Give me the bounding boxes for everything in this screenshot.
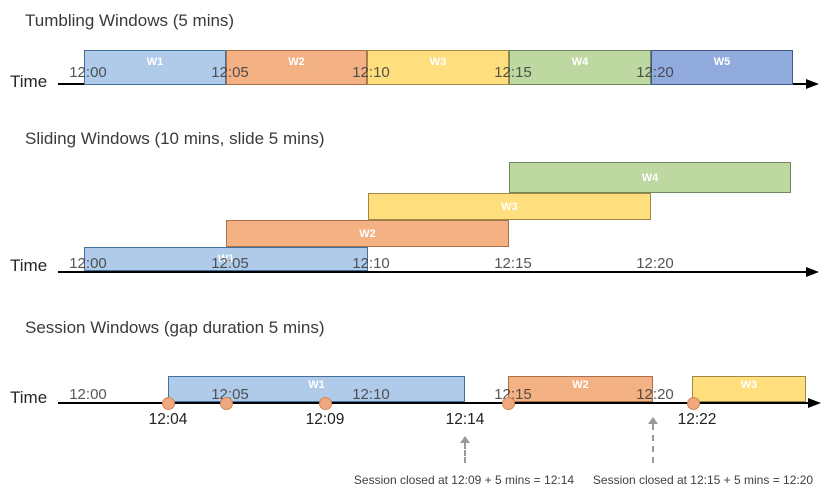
event-dot — [318, 396, 332, 410]
time-axis-line — [58, 271, 806, 273]
section-title: Tumbling Windows (5 mins) — [25, 11, 235, 30]
axis-tick-label: 12:10 — [352, 255, 390, 272]
window-bar-w3 — [368, 193, 651, 220]
window-bar-w5 — [651, 50, 793, 85]
time-axis-arrowhead-icon — [806, 79, 819, 89]
window-label-w4: W4 — [641, 171, 659, 184]
window-label-w2: W2 — [359, 227, 376, 240]
axis-tick-label: 12:20 — [636, 255, 674, 272]
session-closed-annotation: Session closed at 12:15 + 5 mins = 12:20 — [592, 473, 814, 487]
dashed-arrow-line — [652, 424, 654, 463]
window-bar-w1 — [168, 376, 465, 402]
window-label-w1: W1 — [308, 379, 325, 391]
window-bar-w2 — [226, 220, 509, 247]
event-time-label: 12:14 — [445, 411, 485, 428]
window-bar-w4 — [509, 50, 651, 85]
time-axis-label: Time — [10, 256, 48, 275]
window-bar-w3 — [692, 376, 806, 402]
time-axis-label: Time — [10, 72, 48, 91]
session-closed-annotation: Session closed at 12:09 + 5 mins = 12:14 — [353, 473, 575, 487]
axis-tick-label: 12:00 — [69, 64, 107, 81]
section-title: Sliding Windows (10 mins, slide 5 mins) — [25, 129, 325, 148]
axis-tick-label: 12:00 — [69, 386, 107, 403]
time-axis-arrowhead-icon — [808, 398, 821, 408]
axis-tick-label: 12:05 — [211, 255, 249, 272]
axis-tick-label: 12:20 — [636, 64, 674, 81]
dashed-arrow-line — [464, 443, 466, 463]
axis-tick-label: 12:20 — [636, 386, 674, 403]
window-bar-w2 — [226, 50, 367, 85]
event-time-label: 12:04 — [148, 411, 188, 428]
dashed-arrow-head-icon — [460, 436, 470, 443]
time-axis-label: Time — [10, 388, 48, 407]
axis-tick-label: 12:10 — [352, 386, 390, 403]
window-label-w2: W2 — [288, 56, 305, 68]
axis-tick-label: 12:05 — [211, 64, 249, 81]
event-time-label: 12:09 — [305, 411, 345, 428]
window-label-w3: W3 — [429, 56, 447, 68]
window-label-w3: W3 — [501, 200, 518, 213]
window-label-w1: W1 — [146, 56, 164, 68]
window-bar-w3 — [367, 50, 509, 85]
window-bar-w4 — [509, 162, 791, 193]
event-dot — [219, 396, 233, 410]
window-label-w5: W5 — [713, 56, 731, 68]
event-dot — [501, 396, 515, 410]
window-bar-w1 — [84, 50, 226, 85]
window-label-w3: W3 — [740, 379, 758, 391]
window-bar-w1 — [84, 247, 368, 271]
axis-tick-label: 12:15 — [494, 64, 532, 81]
window-bar-w2 — [508, 376, 653, 402]
event-dot — [686, 396, 700, 410]
time-axis-arrowhead-icon — [806, 267, 819, 277]
window-label-w1: W1 — [217, 253, 235, 265]
event-time-label: 12:22 — [677, 411, 717, 428]
axis-tick-label: 12:15 — [494, 255, 532, 272]
dashed-arrow-head-icon — [648, 417, 658, 424]
window-label-w2: W2 — [572, 379, 589, 391]
section-title: Session Windows (gap duration 5 mins) — [25, 318, 325, 337]
axis-tick-label: 12:10 — [352, 64, 390, 81]
time-axis-line — [58, 402, 808, 404]
window-label-w4: W4 — [571, 56, 589, 68]
event-dot — [161, 396, 175, 410]
axis-tick-label: 12:00 — [69, 255, 107, 272]
